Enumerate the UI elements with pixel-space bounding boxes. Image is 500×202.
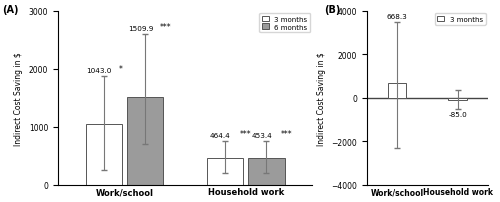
Text: 453.4: 453.4: [251, 132, 272, 138]
Text: -85.0: -85.0: [448, 112, 467, 118]
Bar: [207, 158, 244, 185]
Text: 1043.0: 1043.0: [86, 68, 112, 74]
Bar: [448, 98, 466, 100]
Text: (A): (A): [2, 5, 18, 15]
Bar: [248, 159, 284, 185]
Bar: [127, 98, 164, 185]
Text: 464.4: 464.4: [210, 132, 231, 138]
Text: ***: ***: [160, 23, 172, 32]
Text: (B): (B): [324, 5, 340, 15]
Text: 1509.9: 1509.9: [128, 26, 153, 32]
Legend: 3 months, 6 months: 3 months, 6 months: [259, 14, 310, 33]
Bar: [86, 125, 122, 185]
Y-axis label: Indirect Cost Saving in $: Indirect Cost Saving in $: [14, 52, 24, 145]
Text: ***: ***: [240, 129, 252, 138]
Text: ***: ***: [281, 129, 292, 138]
Text: *: *: [118, 65, 122, 74]
Y-axis label: Indirect Cost Saving in $: Indirect Cost Saving in $: [316, 52, 326, 145]
Bar: [388, 84, 406, 98]
Legend: 3 months: 3 months: [434, 14, 486, 26]
Text: 668.3: 668.3: [386, 14, 407, 20]
